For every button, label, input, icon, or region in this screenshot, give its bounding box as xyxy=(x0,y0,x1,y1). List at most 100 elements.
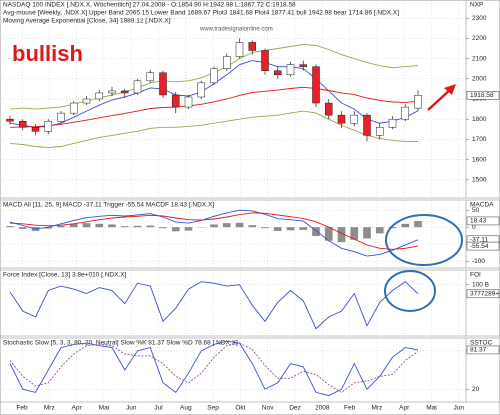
panel-title: MACD All [11, 25, 9] MACD -37.11 Trigger… xyxy=(3,202,214,209)
panel-title: NASDAQ 100 INDEX [.NDX.X, Wöchentlich] 2… xyxy=(3,2,296,9)
candle-body xyxy=(286,64,295,76)
histogram-bar xyxy=(324,227,333,241)
last-value-box xyxy=(466,345,500,355)
histogram-bar xyxy=(312,227,320,237)
panel-subtitle: Avg-mouse [Weekly, .NDX.X] Upper Band 20… xyxy=(3,10,399,17)
x-tick-label: Apr xyxy=(399,405,410,412)
x-tick-label: Okt xyxy=(235,405,245,412)
y-tick-label: 0 xyxy=(472,224,476,231)
candle-body xyxy=(159,72,167,96)
axis-name: NXP xyxy=(470,2,483,9)
histogram-bar xyxy=(108,224,116,228)
x-tick-label: Mai xyxy=(426,405,436,412)
x-tick-label: Feb xyxy=(344,405,356,412)
series-line xyxy=(9,340,419,397)
histogram-bar xyxy=(414,220,422,228)
last-value-box xyxy=(466,90,500,100)
y-tick-label: 1500 xyxy=(472,177,487,184)
signal-label: bullish xyxy=(12,41,83,66)
histogram-bar xyxy=(248,225,257,228)
panel-title: Force Index [Close, 13] 3.8e+010 [.NDX.X… xyxy=(3,272,127,279)
axis-name: SSTOC xyxy=(470,340,493,347)
last-value: 18.43 xyxy=(470,218,487,225)
y-tick-label: 100 B xyxy=(472,281,489,288)
series-line xyxy=(9,209,419,257)
candle-body xyxy=(388,118,397,128)
histogram-bar xyxy=(375,227,384,234)
highlight-ellipse xyxy=(385,214,463,266)
candle-body xyxy=(95,92,104,100)
histogram-bar xyxy=(18,227,27,229)
histogram-bar xyxy=(222,223,231,228)
candle-body xyxy=(120,90,129,94)
x-tick-label: 2008 xyxy=(315,405,330,412)
series-line xyxy=(9,342,419,393)
last-value-box xyxy=(466,216,500,226)
histogram-bar xyxy=(235,222,244,228)
y-tick-label: 2000 xyxy=(472,76,487,83)
y-tick-label: 1800 xyxy=(472,116,487,123)
candle-body xyxy=(69,102,78,114)
y-tick-label: 2300 xyxy=(472,15,487,22)
candle-body xyxy=(133,80,142,94)
last-value-box xyxy=(466,289,500,299)
candle-body xyxy=(108,90,116,94)
x-tick-label: Aug xyxy=(180,405,192,412)
candle-body xyxy=(44,120,53,132)
y-tick-label: 2200 xyxy=(472,35,487,42)
candle-body xyxy=(184,96,193,108)
candle-body xyxy=(197,82,206,98)
histogram-bar xyxy=(95,223,104,228)
histogram-bar xyxy=(57,225,65,228)
x-tick-label: Mrz xyxy=(44,405,55,412)
histogram-bar xyxy=(210,224,218,228)
y-tick-label: 1700 xyxy=(472,136,487,143)
x-tick-label: Nov xyxy=(262,405,274,412)
candle-body xyxy=(18,120,27,128)
histogram-bar xyxy=(82,223,91,228)
y-tick-label: 50 xyxy=(472,207,480,214)
panel-border xyxy=(0,337,500,403)
candle-body xyxy=(375,127,384,136)
histogram-bar xyxy=(299,227,308,230)
candle-body xyxy=(401,106,410,120)
candle-body xyxy=(261,50,269,71)
candle-body xyxy=(350,114,359,124)
histogram-bar xyxy=(363,227,371,239)
x-tick-label: Feb xyxy=(16,405,28,412)
histogram-bar xyxy=(261,227,269,229)
series-line xyxy=(9,86,419,128)
candle-body xyxy=(363,114,371,136)
last-value: 3777289+ xyxy=(470,291,499,298)
candle-body xyxy=(337,114,346,124)
last-value: 81.37 xyxy=(470,347,487,354)
histogram-bar xyxy=(120,226,129,228)
candle-body xyxy=(6,118,14,122)
axis-name: FOI xyxy=(470,272,481,279)
panel-border xyxy=(0,269,500,337)
candle-body xyxy=(414,94,422,109)
last-value: 1918.58 xyxy=(470,92,494,99)
x-tick-label: Mrz xyxy=(371,405,382,412)
series-line xyxy=(9,281,419,330)
histogram-bar xyxy=(184,227,193,231)
last-value-box xyxy=(466,241,500,251)
x-tick-label: Jun xyxy=(454,405,465,412)
candle-body xyxy=(324,102,333,116)
candle-body xyxy=(222,56,231,69)
x-tick-label: Sep xyxy=(207,405,219,412)
histogram-bar xyxy=(159,227,167,229)
candle-body xyxy=(171,94,180,108)
candle-body xyxy=(82,98,91,104)
last-value: -55.54 xyxy=(470,243,489,250)
candle-body xyxy=(273,70,282,76)
series-line xyxy=(9,110,419,148)
axis-name: MACDA xyxy=(470,202,494,209)
x-tick-label: Jun xyxy=(126,405,137,412)
candle-body xyxy=(31,127,40,132)
y-tick-label: 2100 xyxy=(472,55,487,62)
y-tick-label: -100 xyxy=(472,258,485,265)
